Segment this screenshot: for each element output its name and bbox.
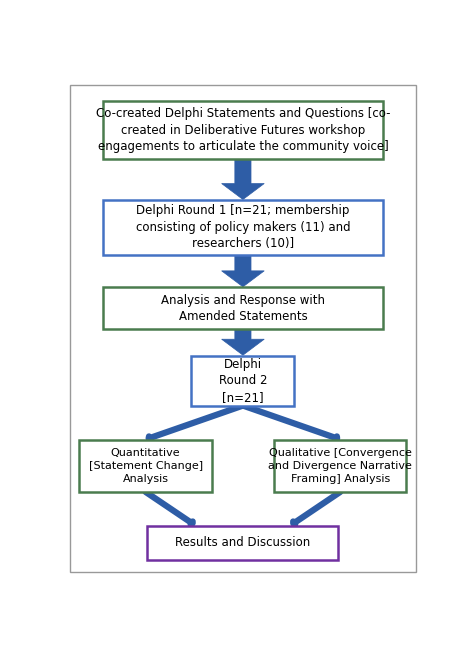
- FancyBboxPatch shape: [147, 526, 338, 560]
- FancyBboxPatch shape: [103, 287, 383, 329]
- FancyBboxPatch shape: [191, 356, 294, 406]
- Text: Analysis and Response with
Amended Statements: Analysis and Response with Amended State…: [161, 294, 325, 323]
- Text: Qualitative [Convergence
and Divergence Narrative
Framing] Analysis: Qualitative [Convergence and Divergence …: [268, 448, 412, 484]
- FancyBboxPatch shape: [80, 440, 212, 492]
- Text: Quantitative
[Statement Change]
Analysis: Quantitative [Statement Change] Analysis: [89, 448, 203, 484]
- FancyBboxPatch shape: [103, 102, 383, 159]
- Text: Delphi Round 1 [n=21; membership
consisting of policy makers (11) and
researcher: Delphi Round 1 [n=21; membership consist…: [136, 205, 350, 250]
- FancyBboxPatch shape: [103, 200, 383, 255]
- Text: Co-created Delphi Statements and Questions [co-
created in Deliberative Futures : Co-created Delphi Statements and Questio…: [96, 107, 390, 153]
- Text: Results and Discussion: Results and Discussion: [175, 537, 310, 550]
- Polygon shape: [222, 329, 264, 355]
- Polygon shape: [222, 255, 264, 287]
- Polygon shape: [222, 159, 264, 200]
- FancyBboxPatch shape: [274, 440, 406, 492]
- Text: Delphi
Round 2
[n=21]: Delphi Round 2 [n=21]: [219, 358, 267, 404]
